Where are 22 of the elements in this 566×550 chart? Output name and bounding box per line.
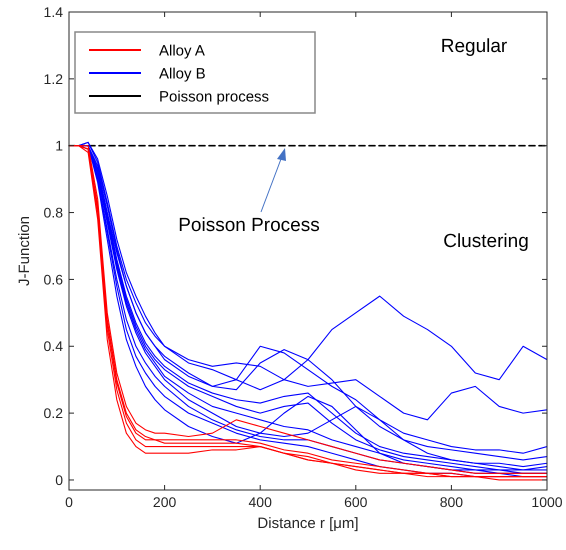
- legend-label: Poisson process: [159, 88, 270, 106]
- x-tick-label: 0: [65, 494, 74, 510]
- annotation: Poisson Process: [178, 215, 320, 236]
- y-tick-label: 0.8: [44, 204, 64, 220]
- x-tick-label: 1000: [531, 494, 563, 510]
- y-tick-label: 0.6: [44, 271, 64, 288]
- x-axis-title: Distance r [μm]: [257, 515, 359, 532]
- legend-label: Alloy A: [159, 42, 205, 60]
- y-tick-label: 0: [55, 472, 64, 488]
- annotation: Regular: [440, 36, 508, 57]
- x-tick-label: 400: [248, 494, 272, 510]
- y-tick-label: 1: [55, 138, 64, 154]
- y-tick-label: 0.4: [44, 338, 64, 354]
- y-axis-title: J-Function: [16, 216, 33, 286]
- x-tick-label: 600: [344, 494, 368, 510]
- y-tick-label: 1.2: [44, 70, 64, 87]
- annotation: Clustering: [443, 231, 529, 252]
- legend-label: Alloy B: [159, 65, 206, 82]
- x-tick-label: 800: [440, 494, 464, 510]
- y-tick-label: 1.4: [44, 4, 64, 20]
- y-tick-label: 0.2: [44, 405, 64, 422]
- x-tick-label: 200: [152, 494, 176, 510]
